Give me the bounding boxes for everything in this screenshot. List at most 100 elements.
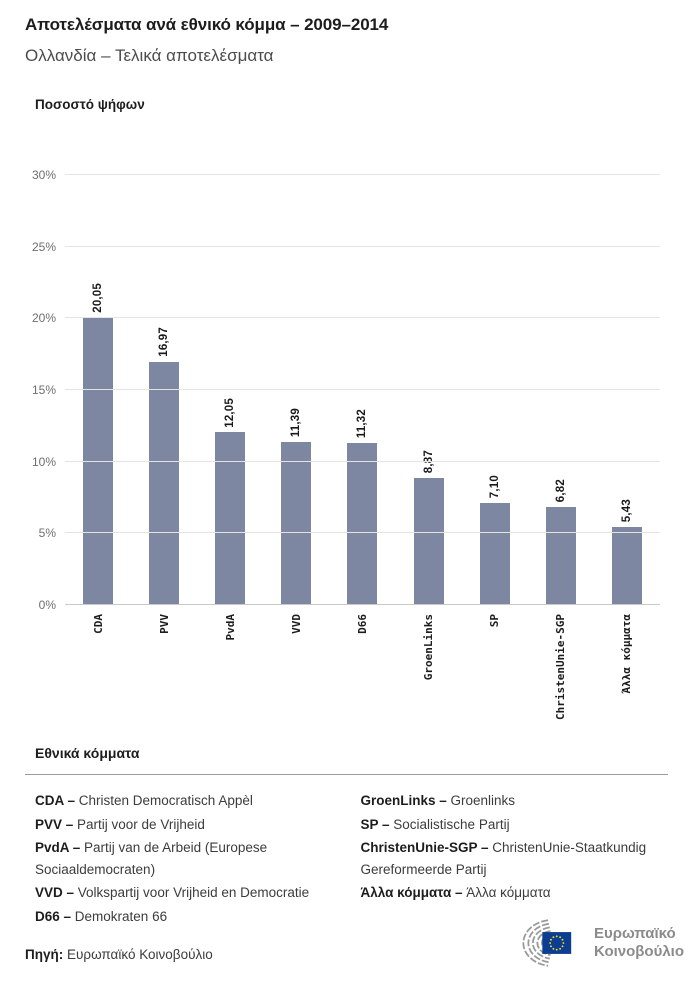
gridline [65, 317, 660, 319]
legend-term: VVD – [35, 885, 78, 901]
legend-desc: Christen Democratisch Appèl [78, 793, 253, 808]
bar [479, 503, 510, 605]
legend-term: ChristenUnie-SGP – [360, 840, 493, 856]
page-title: Αποτελέσματα ανά εθνικό κόμμα – 2009–201… [25, 15, 389, 34]
chart-title: Ποσοστό ψήφων [35, 97, 145, 112]
x-label-slot: PVV [131, 605, 197, 737]
bar [413, 477, 444, 605]
bar-value-label: 6,82 [554, 479, 567, 503]
gridline [65, 460, 660, 462]
bar [347, 442, 378, 605]
legend-column: CDA – Christen Democratisch Appèl PVV – P… [35, 790, 343, 930]
y-tick-label: 30% [31, 168, 56, 182]
x-tick-label: Άλλα κόμματα [620, 614, 634, 694]
legend-term: CDA – [35, 793, 79, 808]
legend-desc: Socialistische Partij [393, 816, 510, 832]
legend-column: GroenLinks – Groenlinks SP – Socialistisc… [361, 790, 669, 930]
ep-logo-text-line2: Κοινοβούλιο [593, 943, 684, 960]
y-tick-label: 10% [31, 454, 56, 469]
legend-term: Άλλα κόμματα – [360, 885, 467, 901]
bar [149, 361, 180, 605]
legend-desc: Volkspartij voor Vrijheid en Democratie [77, 885, 310, 901]
x-tick-label: VVD [289, 614, 303, 634]
legend-desc: Partij van de Arbeid (Europese Sociaalde… [35, 840, 268, 877]
ep-logo-text: Ευρωπαϊκό Κοινοβούλιο [594, 925, 684, 961]
legend-term: SP – [360, 816, 394, 832]
x-label-slot: Άλλα κόμματα [594, 605, 660, 737]
x-label-slot: VVD [263, 605, 329, 737]
x-labels: CDA PVV PvdA VVD D66 GroenLinks SP ChristenUnie… [65, 605, 660, 737]
legend-heading: Εθνικά κόμματα [35, 745, 140, 761]
bar [545, 507, 576, 605]
legend-item: SP – Socialistische Partij [361, 814, 669, 836]
legend-desc: ChristenUnie-Staatkundig Gereformeerde P… [360, 840, 647, 877]
legend-item: Άλλα κόμματα – Άλλα κόμματα [361, 882, 669, 904]
legend-item: GroenLinks – Groenlinks [361, 790, 669, 812]
eu-flag [542, 932, 572, 954]
bar-slot: 16,97 [131, 175, 197, 605]
plot-area: 20,05 16,97 12,05 11,39 11,32 8,87 7,10 6,82 5,4… [32, 168, 660, 612]
source-line: Πηγή: Ευρωπαϊκό Κοινοβούλιο [25, 947, 213, 962]
header: Αποτελέσματα ανά εθνικό κόμμα – 2009–201… [0, 0, 700, 66]
bar-value-label: 11,39 [290, 407, 303, 437]
gridline [65, 532, 660, 534]
source-label: Πηγή: [25, 947, 64, 962]
bar-value-label: 7,10 [488, 475, 501, 499]
bar-slot: 7,10 [462, 175, 528, 605]
bar-slot: 5,43 [594, 175, 660, 605]
x-tick-label: CDA [91, 614, 105, 634]
legend-term: PvdA – [35, 840, 85, 856]
gridline [65, 174, 660, 175]
y-tick-label: 0% [38, 598, 56, 612]
eu-flag-stars [549, 935, 565, 951]
bar-value-label: 11,32 [356, 408, 369, 438]
x-label-slot: SP [462, 605, 528, 737]
bar-value-label: 5,43 [620, 498, 633, 523]
legend-divider [25, 774, 668, 775]
x-tick-label: GroenLinks [422, 614, 436, 681]
bar-slot: 20,05 [65, 175, 131, 605]
legend-item: PVV – Partij voor de Vrijheid [35, 814, 343, 836]
x-tick-label: PVV [157, 614, 171, 634]
legend-desc: Groenlinks [450, 793, 516, 808]
source-value: Ευρωπαϊκό Κοινοβούλιο [67, 947, 213, 962]
bars: 20,05 16,97 12,05 11,39 11,32 8,87 7,10 6,82 5,4… [65, 175, 660, 605]
legend-item: CDA – Christen Democratisch Appèl [35, 790, 343, 812]
legend-columns: CDA – Christen Democratisch Appèl PVV – P… [35, 790, 668, 930]
legend-term: GroenLinks – [360, 793, 451, 808]
bar [611, 527, 642, 605]
bar-value-label: 16,97 [158, 326, 171, 357]
legend-item: D66 – Demokraten 66 [35, 906, 343, 928]
bar-slot: 8,87 [396, 175, 462, 605]
legend-item: PvdA – Partij van de Arbeid (Europese So… [35, 837, 343, 880]
bar-slot: 6,82 [528, 175, 594, 605]
bar [281, 441, 312, 605]
bar-slot: 12,05 [197, 175, 263, 605]
y-tick-label: 5% [38, 526, 56, 541]
bar-value-label: 12,05 [224, 397, 237, 428]
x-label-slot: ChristenUnie-SGP [528, 605, 594, 737]
bar-slot: 11,39 [263, 175, 329, 605]
bar-value-label: 20,05 [92, 282, 105, 313]
x-axis-baseline [65, 604, 660, 605]
x-label-slot: CDA [65, 605, 131, 737]
gridline [65, 389, 660, 390]
x-label-slot: D66 [329, 605, 395, 737]
european-parliament-logo: Ευρωπαϊκό Κοινοβούλιο [508, 912, 684, 974]
bar-slot: 11,32 [329, 175, 395, 605]
legend-item: VVD – Volkspartij voor Vrijheid en Democ… [35, 882, 343, 904]
legend-item: ChristenUnie-SGP – ChristenUnie-Staatkun… [361, 837, 669, 880]
legend-desc: Partij voor de Vrijheid [77, 816, 205, 832]
bar-chart: Ποσοστό ψήφων 20,05 16,97 12,05 11,39 11,32 8… [0, 97, 700, 737]
y-tick-label: 20% [31, 311, 56, 326]
y-tick-label: 25% [31, 239, 56, 254]
x-tick-label: PvdA [223, 614, 237, 641]
x-label-slot: PvdA [197, 605, 263, 737]
ep-hemicycle-icon [522, 919, 572, 967]
legend-term: PVV – [35, 816, 78, 832]
x-tick-label: ChristenUnie-SGP [554, 614, 568, 720]
ep-logo-text-line1: Ευρωπαϊκό [593, 925, 676, 942]
legend-section: Εθνικά κόμματα CDA – Christen Democratis… [25, 745, 668, 930]
legend-desc: Άλλα κόμματα [466, 885, 551, 901]
x-tick-label: SP [488, 614, 502, 628]
